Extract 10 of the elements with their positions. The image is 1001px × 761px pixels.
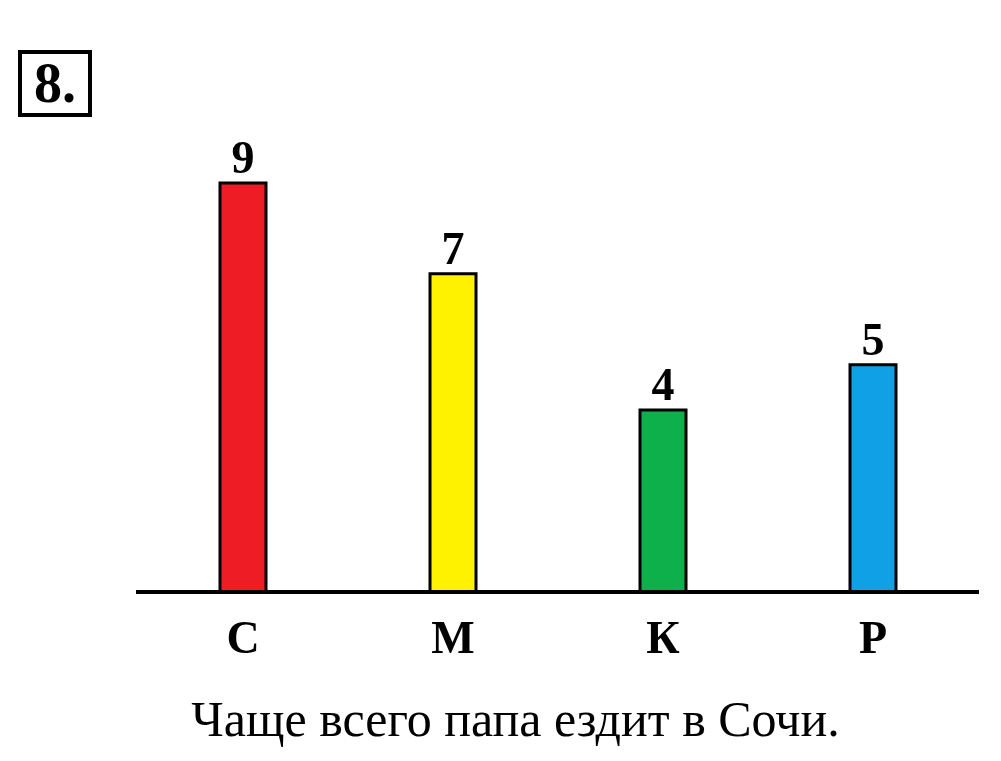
- data-label: 5: [861, 313, 885, 365]
- x-tick-label: Р: [858, 612, 888, 664]
- x-tick-label: М: [431, 612, 475, 664]
- chart-title: 8.: [18, 50, 92, 117]
- text: Чаще всего папа ездит в Сочи.: [190, 690, 841, 748]
- x-tick-label: С: [226, 612, 260, 664]
- x-tick-label: К: [646, 612, 680, 664]
- data-label: 7: [441, 222, 465, 274]
- data-label: 9: [231, 132, 255, 183]
- data-label: 4: [651, 359, 675, 411]
